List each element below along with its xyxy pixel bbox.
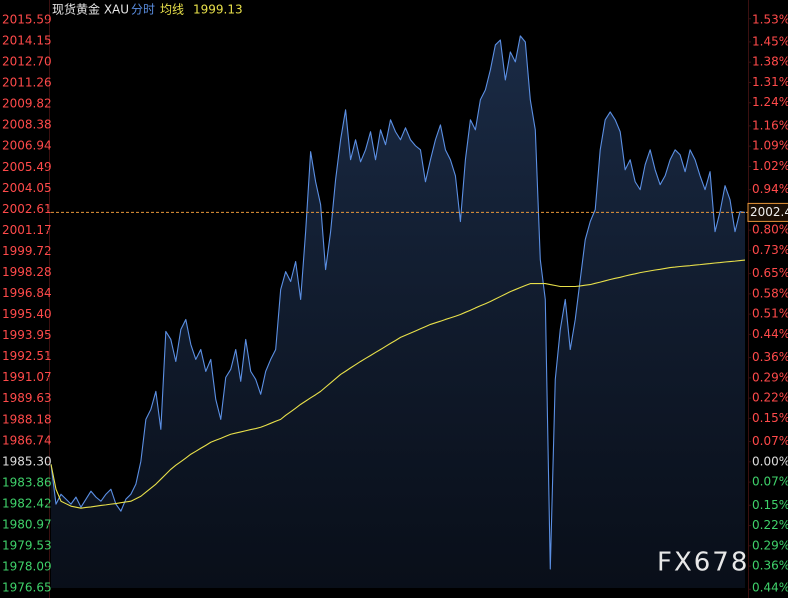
y2-tick-label: 1.16%: [752, 118, 788, 132]
y2-tick-label: 0.00%: [752, 454, 788, 468]
y-tick-label: 2009.82: [2, 97, 52, 111]
last-price-tag: [747, 202, 788, 222]
y2-tick-label: 0.15%: [752, 411, 788, 425]
y2-tick-label: 0.22%: [752, 391, 788, 405]
last-price-label: 2002.4: [750, 205, 788, 219]
y-tick-label: 2012.70: [2, 55, 52, 69]
y-tick-label: 2006.94: [2, 139, 52, 153]
y-tick-label: 1996.84: [2, 286, 52, 300]
y2-tick-label: 1.31%: [752, 75, 788, 89]
y-tick-label: 1999.72: [2, 244, 52, 258]
y2-tick-label: 1.02%: [752, 159, 788, 173]
y-tick-label: 2008.38: [2, 118, 52, 132]
y2-tick-label: 0.36%: [752, 350, 788, 364]
y2-tick-label: 0.58%: [752, 286, 788, 300]
y-tick-label: 1998.28: [2, 265, 52, 279]
y-tick-label: 1985.30: [2, 454, 52, 468]
y2-tick-label: 0.94%: [752, 182, 788, 196]
y-tick-label: 2002.61: [2, 202, 52, 216]
y-tick-label: 1986.74: [2, 433, 52, 447]
y-tick-label: 1978.09: [2, 559, 52, 573]
y2-tick-label: 0.07%: [752, 475, 788, 489]
price-line: [50, 35, 746, 570]
average-value: 1999.13: [193, 3, 243, 17]
y-tick-label: 2004.05: [2, 181, 52, 195]
y-tick-label: 1988.18: [2, 412, 52, 426]
y-tick-label: 2005.49: [2, 160, 52, 174]
legend-price: 分时: [131, 3, 155, 17]
y-tick-label: 1991.07: [2, 370, 52, 384]
y-tick-label: 1979.53: [2, 538, 52, 552]
y-tick-label: 1992.51: [2, 349, 52, 363]
y2-tick-label: 0.44%: [752, 581, 788, 595]
y-tick-label: 1976.65: [2, 581, 52, 595]
y-tick-label: 2015.59: [2, 13, 52, 27]
y-tick-label: 1980.97: [2, 517, 52, 531]
y-tick-label: 1989.63: [2, 391, 52, 405]
legend-average: 均线: [160, 3, 184, 17]
y2-tick-label: 1.53%: [752, 13, 788, 27]
price-area-fill: [51, 35, 745, 588]
y2-tick-label: 0.15%: [752, 498, 788, 512]
y2-tick-label: 1.24%: [752, 95, 788, 109]
y2-tick-label: 1.38%: [752, 55, 788, 69]
y2-tick-label: 0.65%: [752, 266, 788, 280]
y-tick-label: 1995.40: [2, 307, 52, 321]
y2-tick-label: 0.51%: [752, 307, 788, 321]
y2-tick-label: 0.29%: [752, 370, 788, 384]
y-tick-label: 2014.15: [2, 34, 52, 48]
y2-tick-label: 0.07%: [752, 434, 788, 448]
y-tick-label: 1982.42: [2, 496, 52, 510]
y2-tick-label: 0.22%: [752, 518, 788, 532]
y-tick-label: 2011.26: [2, 76, 52, 90]
y2-tick-label: 1.45%: [752, 34, 788, 48]
y2-tick-label: 0.80%: [752, 223, 788, 237]
plot-area: [50, 35, 746, 588]
y-tick-label: 1983.86: [2, 475, 52, 489]
average-line: [50, 259, 746, 509]
y-tick-label: 1993.95: [2, 328, 52, 342]
y2-tick-label: 0.44%: [752, 327, 788, 341]
y2-tick-label: 0.73%: [752, 243, 788, 257]
watermark: FX678: [657, 548, 749, 578]
y-tick-label: 2001.17: [2, 223, 52, 237]
y2-tick-label: 1.09%: [752, 139, 788, 153]
chart-title: 现货黄金 XAU: [52, 2, 129, 17]
y2-tick-label: 0.36%: [752, 559, 788, 573]
y2-tick-label: 0.29%: [752, 538, 788, 552]
